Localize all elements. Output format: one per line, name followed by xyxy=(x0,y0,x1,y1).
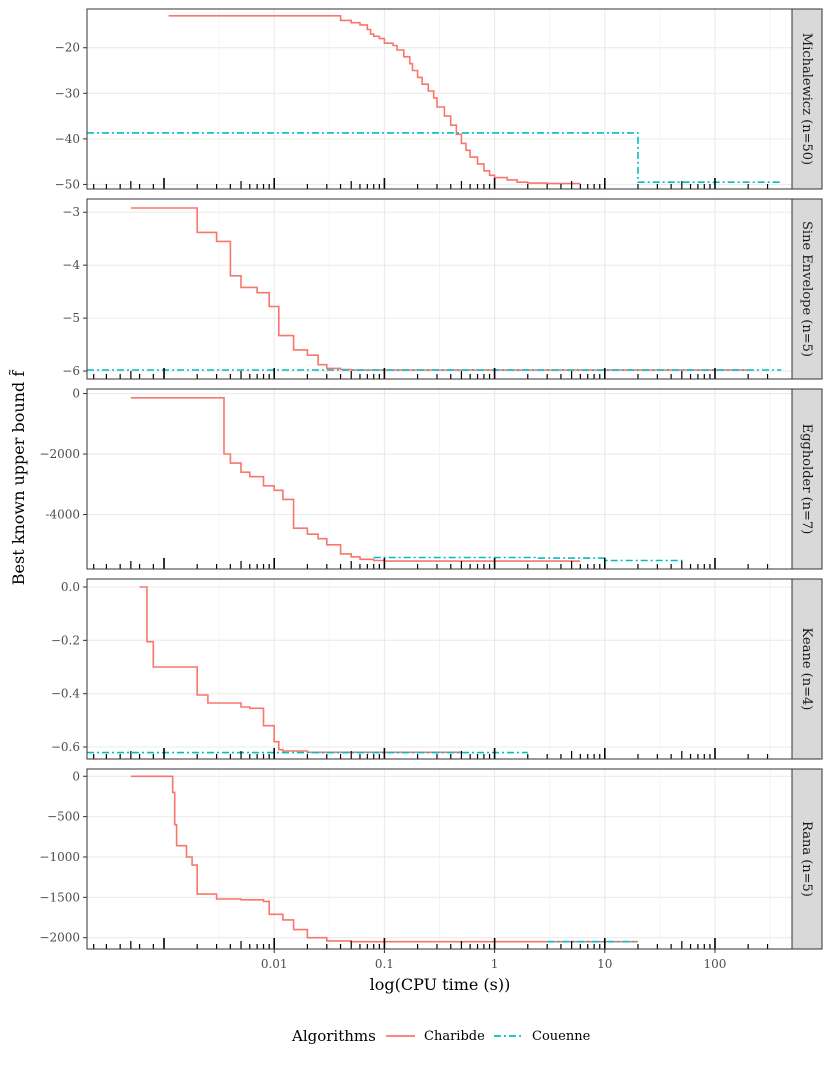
panel-3: 0.0 −0.2 −0.4 −0.6 Keane (n=4) xyxy=(51,578,823,760)
x-tick-label: 0.1 xyxy=(375,957,394,971)
facet-strip-label: Keane (n=4) xyxy=(799,628,814,711)
x-tick-label: 10 xyxy=(597,957,612,971)
x-axis-title: log(CPU time (s)) xyxy=(370,975,511,994)
panel-0: −20 −30 −40 −50 Michalewicz (n=50) xyxy=(55,8,823,191)
facet-strip xyxy=(791,578,823,760)
y-tick-label: −50 xyxy=(55,177,80,191)
x-tick-label: 0.01 xyxy=(261,957,288,971)
facet-strip-label: Eggholder (n=7) xyxy=(799,424,814,535)
y-tick-label: −20 xyxy=(55,41,80,55)
x-tick-label: 1 xyxy=(491,957,499,971)
y-tick-label: 0 xyxy=(72,769,80,783)
series-line-charibde xyxy=(130,397,581,562)
series-line-couenne xyxy=(373,556,683,562)
y-tick-label: 0 xyxy=(72,387,80,401)
facet-strip-label: Sine Envelope (n=5) xyxy=(799,221,814,357)
panels: −20 −30 −40 −50 Michalewicz (n=50) −3 −4 −5 −6 Si… xyxy=(39,8,823,971)
legend-label-couenne: Couenne xyxy=(532,1029,591,1044)
y-tick-label: 0.0 xyxy=(61,580,80,594)
y-tick-label: −30 xyxy=(55,86,80,100)
panel-2: 0 −2000 -4000 Eggholder (n=7) xyxy=(39,387,823,570)
series-line-charibde xyxy=(139,586,462,754)
facet-strip xyxy=(791,8,823,190)
y-tick-label: −0.4 xyxy=(51,687,81,701)
legend-title: Algorithms xyxy=(291,1027,376,1045)
y-tick-label: −1500 xyxy=(39,890,80,904)
legend-label-charibde: Charibde xyxy=(424,1029,485,1044)
facet-strip xyxy=(791,768,823,950)
y-tick-label: -4000 xyxy=(45,508,80,522)
y-tick-label: −500 xyxy=(47,810,80,824)
y-tick-label: −6 xyxy=(62,364,80,378)
series-line-charibde xyxy=(168,15,581,185)
facet-strip xyxy=(791,198,823,380)
y-axis-title: Best known upper bound f̃ xyxy=(9,369,28,585)
y-tick-label: −0.2 xyxy=(51,633,80,647)
y-tick-label: −2000 xyxy=(39,447,80,461)
y-tick-label: −3 xyxy=(62,205,80,219)
y-tick-label: −5 xyxy=(62,311,80,325)
y-tick-label: −2000 xyxy=(39,931,80,945)
y-tick-label: −40 xyxy=(55,132,80,146)
legend: Algorithms Charibde Couenne xyxy=(291,1027,591,1045)
panel-1: −3 −4 −5 −6 Sine Envelope (n=5) xyxy=(62,198,823,380)
y-tick-label: −1000 xyxy=(39,850,80,864)
facet-strip-label: Michalewicz (n=50) xyxy=(799,33,814,165)
facet-strip xyxy=(791,388,823,570)
y-tick-label: −4 xyxy=(62,258,80,272)
series-line-couenne xyxy=(87,132,782,183)
panel-4: 0 −500 −1000 −1500 −2000 Rana (n=5) xyxy=(39,768,823,950)
series-line-charibde xyxy=(130,207,749,371)
y-tick-label: −0.6 xyxy=(51,740,80,754)
series-line-charibde xyxy=(130,775,638,943)
x-tick-label: 100 xyxy=(704,957,727,971)
facet-strip-label: Rana (n=5) xyxy=(799,821,814,897)
